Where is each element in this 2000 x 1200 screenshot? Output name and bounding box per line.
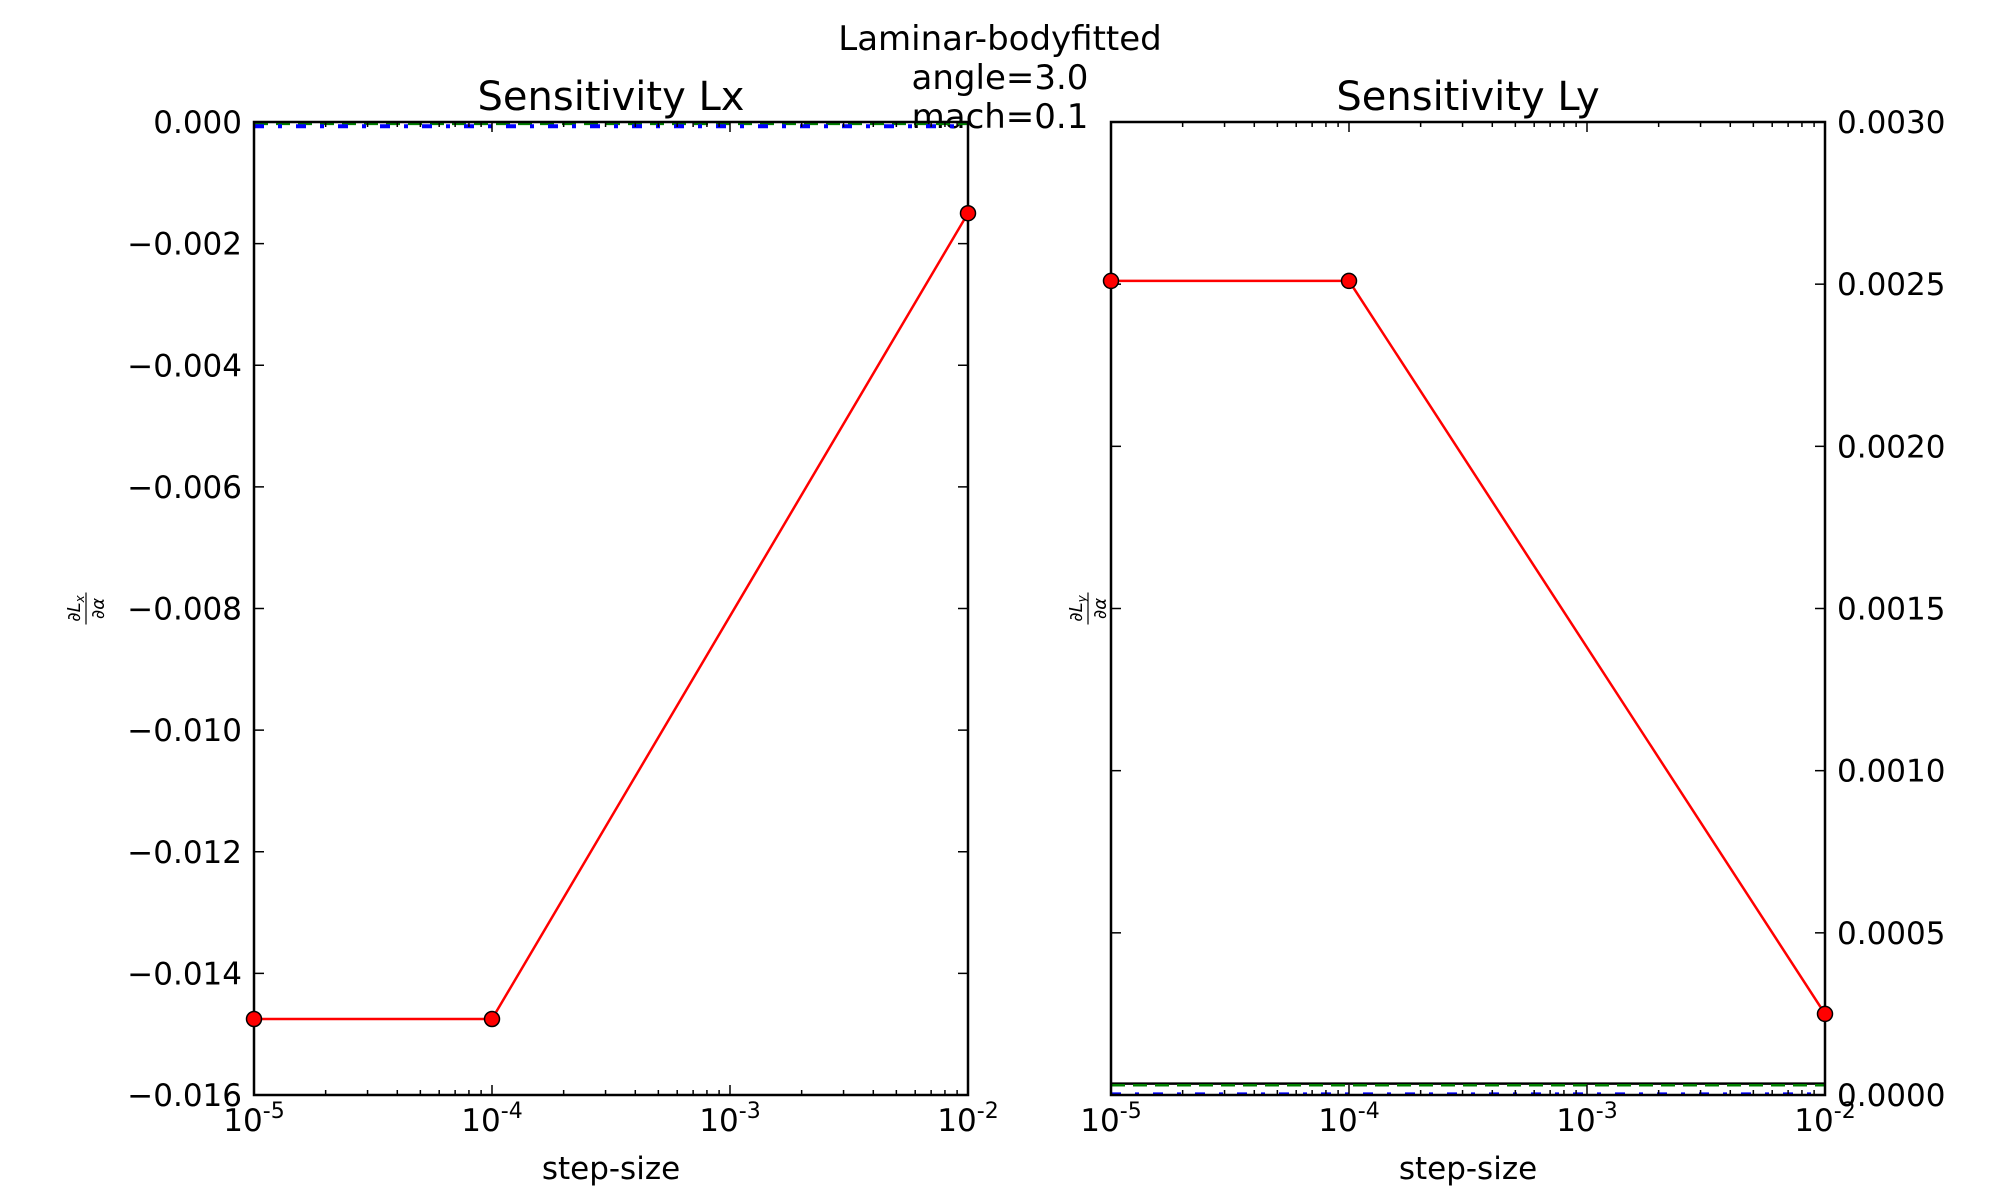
x-tick-label-3: 10-2: [937, 1099, 998, 1139]
y-tick-label-2: 0.0020: [1837, 429, 1945, 465]
y-tick-label-1: 0.0025: [1837, 267, 1945, 303]
y-tick-label-2: −0.004: [127, 348, 242, 384]
x-axis-label: step-size: [542, 1151, 680, 1187]
y-tick-label-0: 0.0030: [1837, 105, 1945, 141]
y-tick-label-6: 0.0000: [1837, 1078, 1945, 1114]
plot-frame: [252, 120, 970, 1097]
chart-title: Sensitivity Ly: [1336, 74, 1599, 120]
y-tick-label-7: −0.014: [127, 956, 242, 992]
sensitivity-lx-chart: 10-5 10-4 10-3 10-2 0.000 −0.002 −0.004 −0.006 −…: [64, 74, 999, 1187]
y-axis-label-numerator: ∂Ly: [1066, 594, 1089, 621]
x-tick-label-0: 10-5: [223, 1099, 284, 1139]
y-tick-label-5: −0.010: [127, 713, 242, 749]
x-axis-label: step-size: [1399, 1151, 1537, 1187]
data-point: [1816, 1005, 1834, 1023]
x-tick-label-1: 10-4: [1318, 1099, 1379, 1139]
y-tick-label-8: −0.016: [127, 1078, 242, 1114]
y-axis-label: ∂Ly ∂α: [1066, 592, 1111, 625]
data-point: [959, 204, 977, 222]
y-axis-label-numerator: ∂Lx: [64, 594, 87, 621]
figure-title-line-2: angle=3.0: [911, 58, 1089, 98]
y-tick-label-6: −0.012: [127, 835, 242, 871]
y-axis-label-denominator: ∂α: [88, 598, 109, 619]
plot-frame: [1109, 120, 1827, 1097]
series-line-0: [1111, 279, 1825, 1015]
y-tick-label-4: 0.0010: [1837, 754, 1945, 790]
x-tick-label-0: 10-5: [1080, 1099, 1141, 1139]
series-line-0: [254, 212, 968, 1021]
data-point: [483, 1010, 501, 1028]
x-tick-label-3: 10-2: [1794, 1099, 1855, 1139]
x-tick-label-1: 10-4: [461, 1099, 522, 1139]
y-tick-label-4: −0.008: [127, 592, 242, 628]
x-tick-label-2: 10-3: [699, 1099, 760, 1139]
figure-title-line-3: mach=0.1: [911, 97, 1089, 137]
y-tick-label-5: 0.0005: [1837, 916, 1945, 952]
sensitivity-ly-chart: 10-5 10-4 10-3 10-2 0.0030 0.0025 0.0020 0.0015…: [1066, 74, 1945, 1187]
figure-title-line-1: Laminar-bodyfitted: [838, 19, 1162, 59]
y-tick-label-3: −0.006: [127, 470, 242, 506]
data-point: [1340, 272, 1358, 290]
y-tick-label-1: −0.002: [127, 227, 242, 263]
data-point: [1102, 272, 1120, 290]
y-axis-label: ∂Lx ∂α: [64, 592, 109, 625]
x-tick-label-2: 10-3: [1556, 1099, 1617, 1139]
y-tick-label-3: 0.0015: [1837, 592, 1945, 628]
data-point: [245, 1010, 263, 1028]
chart-title: Sensitivity Lx: [478, 74, 745, 120]
y-tick-label-0: 0.000: [153, 105, 242, 141]
y-axis-label-denominator: ∂α: [1090, 598, 1111, 619]
